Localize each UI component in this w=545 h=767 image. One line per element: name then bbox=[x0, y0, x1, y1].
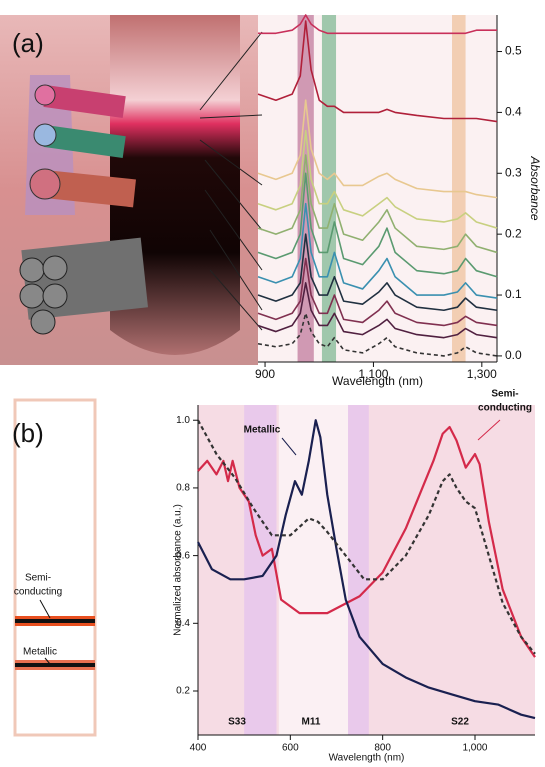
series-line bbox=[257, 257, 498, 327]
series-line bbox=[257, 154, 498, 254]
nanotube-end bbox=[42, 255, 68, 281]
nanotube-bundle bbox=[19, 84, 149, 335]
annotation: Semi- bbox=[491, 389, 518, 400]
annotation: S33 bbox=[228, 717, 246, 728]
centrifuge-tube bbox=[13, 398, 97, 737]
y-tick-label: 0.6 bbox=[176, 550, 190, 561]
y-axis-label: Normalized absorbance (a.u.) bbox=[173, 504, 184, 636]
connector bbox=[199, 31, 263, 111]
panel-label: (b) bbox=[12, 418, 44, 448]
image-label: conducting bbox=[14, 587, 62, 598]
y-axis-label: Absorbance bbox=[528, 155, 542, 220]
connector bbox=[204, 189, 263, 271]
label-pointer bbox=[44, 657, 51, 665]
nanotube bbox=[43, 85, 126, 119]
nanotube-end bbox=[19, 257, 45, 283]
nanotube-end bbox=[34, 84, 56, 106]
series-line bbox=[257, 129, 498, 229]
annotation-arrow bbox=[477, 419, 501, 441]
nanotube-end bbox=[30, 309, 56, 335]
y-tick-label: 0.0 bbox=[505, 348, 522, 362]
y-tick-label: 1.0 bbox=[176, 415, 190, 426]
annotation: S22 bbox=[451, 717, 469, 728]
x-tick-label: 600 bbox=[282, 743, 299, 754]
y-tick-label: 0.1 bbox=[505, 287, 522, 301]
x-axis-label: Wavelength (nm) bbox=[329, 753, 405, 764]
metallic-band-core bbox=[15, 663, 95, 667]
series-line bbox=[257, 312, 498, 357]
x-tick-label: 1,300 bbox=[467, 367, 497, 381]
nanotube-end bbox=[29, 168, 61, 200]
series-line bbox=[257, 172, 498, 278]
band bbox=[321, 15, 337, 362]
annotation: Metallic bbox=[244, 425, 281, 436]
series-line bbox=[257, 282, 498, 339]
connector bbox=[199, 114, 263, 119]
series-line bbox=[197, 419, 536, 655]
series-line bbox=[257, 99, 498, 199]
annotation: M11 bbox=[302, 717, 321, 728]
annotation-arrow bbox=[281, 437, 297, 456]
series-line bbox=[197, 425, 536, 658]
x-tick-label: 900 bbox=[255, 367, 275, 381]
series-line bbox=[257, 202, 498, 299]
connector-lines bbox=[199, 31, 263, 331]
x-tick-label: 400 bbox=[190, 743, 207, 754]
x-tick-label: 1,100 bbox=[358, 367, 388, 381]
y-tick-label: 0.5 bbox=[505, 44, 522, 58]
y-tick-label: 0.8 bbox=[176, 483, 190, 494]
nanotube bbox=[43, 125, 126, 159]
y-tick-label: 0.4 bbox=[176, 618, 190, 629]
connector bbox=[204, 159, 263, 231]
series-line bbox=[197, 419, 536, 720]
nanotube bbox=[43, 170, 136, 208]
y-tick-label: 0.2 bbox=[505, 226, 522, 240]
nanotube-end bbox=[33, 123, 57, 147]
connector bbox=[209, 269, 263, 331]
band bbox=[244, 405, 277, 735]
x-axis-label: Wavelength (nm) bbox=[332, 374, 423, 388]
nanotube-end bbox=[19, 283, 45, 309]
x-tick-label: 800 bbox=[374, 743, 391, 754]
semiconducting-band-core bbox=[15, 619, 95, 623]
series-line bbox=[257, 20, 498, 123]
connector bbox=[199, 139, 263, 186]
series-line bbox=[257, 233, 498, 312]
y-tick-label: 0.4 bbox=[505, 105, 522, 119]
y-tick-label: 0.3 bbox=[505, 165, 522, 179]
y-tick-label: 0.2 bbox=[176, 686, 190, 697]
image-label: Metallic bbox=[23, 647, 57, 658]
image-label: Semi- bbox=[25, 573, 51, 584]
band bbox=[452, 15, 466, 362]
connector bbox=[209, 229, 263, 311]
series-line bbox=[258, 14, 497, 35]
annotation: conducting bbox=[478, 403, 532, 414]
label-pointer bbox=[39, 599, 51, 619]
band bbox=[278, 405, 349, 735]
band bbox=[348, 405, 369, 735]
panel-label: (a) bbox=[12, 28, 44, 58]
x-tick-label: 1,000 bbox=[462, 743, 487, 754]
nanotube-end bbox=[42, 283, 68, 309]
